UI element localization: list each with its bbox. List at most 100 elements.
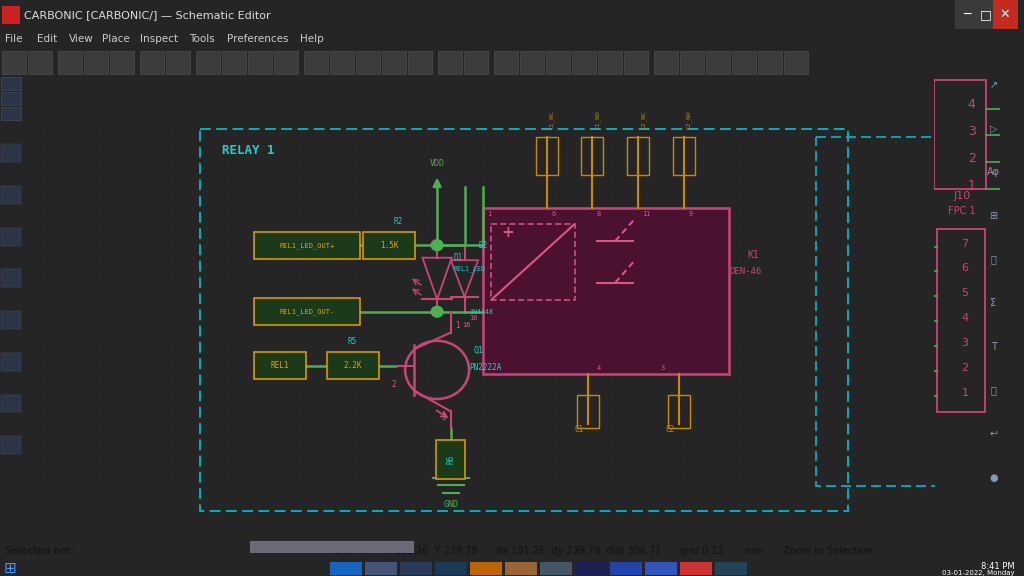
Text: GND: GND	[443, 500, 459, 509]
Text: 2.2K: 2.2K	[343, 361, 361, 370]
Text: 1: 1	[962, 388, 969, 397]
Text: J10: J10	[953, 191, 971, 201]
Text: C2_NC: C2_NC	[641, 110, 646, 129]
FancyBboxPatch shape	[254, 298, 360, 325]
Bar	[400, 562, 432, 575]
Bar	[505, 562, 537, 575]
Text: Preferences: Preferences	[227, 35, 289, 44]
Bar	[1, 186, 20, 204]
Bar	[196, 51, 220, 74]
Bar	[572, 51, 596, 74]
Bar	[274, 51, 298, 74]
Bar	[540, 562, 572, 575]
FancyBboxPatch shape	[254, 353, 305, 379]
Text: 3: 3	[968, 125, 976, 138]
Text: 5: 5	[962, 288, 969, 298]
Bar	[1, 311, 20, 329]
Bar	[680, 562, 712, 575]
Bar	[494, 51, 518, 74]
Bar	[577, 395, 599, 428]
Text: Help: Help	[300, 35, 324, 44]
Bar	[330, 51, 354, 74]
Text: 🗋: 🗋	[990, 385, 996, 396]
Text: 1: 1	[480, 247, 484, 253]
Text: Z 3.79      X 191.26  Y 239.78      dx 191.26  dy 239.78  dist 306.71      grid : Z 3.79 X 191.26 Y 239.78 dx 191.26 dy 23…	[335, 546, 872, 556]
Text: CARBONIC [CARBONIC/] — Schematic Editor: CARBONIC [CARBONIC/] — Schematic Editor	[24, 10, 270, 20]
Bar	[610, 562, 642, 575]
Bar	[934, 80, 985, 189]
Bar	[2, 6, 20, 24]
Text: 4: 4	[962, 313, 969, 323]
FancyBboxPatch shape	[254, 232, 360, 259]
Text: 1: 1	[968, 179, 976, 192]
Bar	[582, 137, 603, 175]
Bar	[435, 562, 467, 575]
Text: 2: 2	[962, 363, 969, 373]
Text: VDD: VDD	[430, 160, 444, 168]
Bar	[673, 137, 694, 175]
Text: 16: 16	[462, 322, 470, 328]
Text: □: □	[980, 9, 992, 21]
Text: C1_NO: C1_NO	[595, 110, 601, 129]
Bar	[110, 51, 134, 74]
Bar	[758, 51, 782, 74]
Text: Edit: Edit	[37, 35, 57, 44]
Bar	[816, 137, 944, 486]
Bar	[706, 51, 730, 74]
Bar	[955, 0, 980, 29]
Text: D1: D1	[454, 253, 463, 262]
Text: Σ: Σ	[990, 298, 996, 308]
Text: Aφ: Aφ	[987, 167, 1000, 177]
Text: C2_NO: C2_NO	[686, 110, 692, 129]
Bar	[408, 51, 432, 74]
Text: FPC 1: FPC 1	[948, 206, 976, 216]
Bar	[993, 0, 1018, 29]
Bar	[1, 92, 20, 105]
Text: File: File	[5, 35, 23, 44]
Bar	[58, 51, 82, 74]
Text: Place: Place	[101, 35, 129, 44]
Text: Selected net:: Selected net:	[5, 546, 75, 556]
Text: Tools: Tools	[189, 35, 215, 44]
Text: 3: 3	[441, 413, 446, 422]
Text: 1: 1	[487, 211, 492, 217]
Text: D2: D2	[478, 241, 487, 250]
Text: 16: 16	[469, 315, 477, 321]
Bar	[356, 51, 380, 74]
Bar	[1, 145, 20, 162]
Text: R2: R2	[393, 217, 402, 226]
Text: 图: 图	[990, 255, 996, 264]
Text: 4: 4	[597, 365, 601, 371]
Bar	[482, 208, 729, 374]
Bar	[654, 51, 678, 74]
Text: 11: 11	[643, 211, 651, 217]
Bar	[1, 436, 20, 454]
Bar	[645, 562, 677, 575]
Text: View: View	[70, 35, 94, 44]
Text: ⊞: ⊞	[4, 561, 16, 576]
Text: 1: 1	[456, 321, 460, 331]
Text: RELAY 1: RELAY 1	[222, 144, 275, 157]
Text: +: +	[501, 225, 514, 240]
Text: C1_NC: C1_NC	[550, 110, 555, 129]
Bar	[248, 51, 272, 74]
Text: 4: 4	[968, 98, 976, 111]
Bar	[1, 395, 20, 412]
Bar	[330, 562, 362, 575]
Bar	[464, 51, 488, 74]
Bar	[140, 51, 164, 74]
Bar	[200, 129, 848, 511]
Bar	[470, 562, 502, 575]
Text: 8: 8	[597, 211, 601, 217]
Bar	[1, 270, 20, 287]
Bar	[1, 77, 20, 90]
FancyBboxPatch shape	[327, 353, 379, 379]
Bar	[784, 51, 808, 74]
Text: 2: 2	[968, 151, 976, 165]
Text: R6: R6	[446, 454, 456, 464]
Bar	[1, 353, 20, 371]
Text: ↗: ↗	[989, 80, 997, 90]
Bar	[520, 51, 544, 74]
Text: ▷: ▷	[990, 123, 997, 134]
Bar	[715, 562, 746, 575]
